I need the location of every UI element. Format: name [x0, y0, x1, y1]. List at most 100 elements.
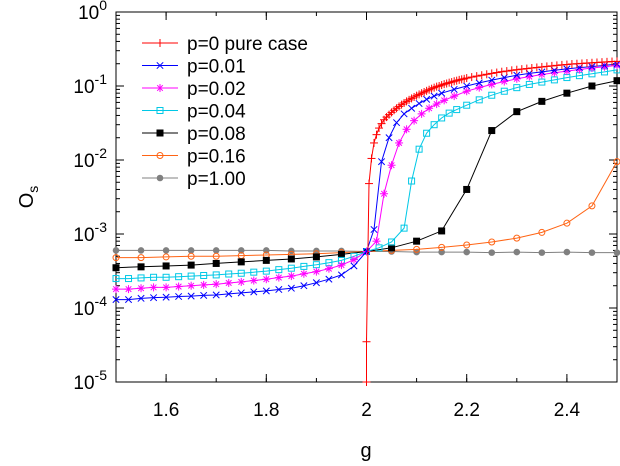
data-point [262, 275, 271, 284]
data-point [513, 108, 521, 116]
data-point [112, 254, 120, 262]
data-point [423, 129, 431, 137]
data-point [538, 97, 546, 105]
x-tick-label: 2.2 [453, 400, 479, 421]
data-point [588, 82, 596, 90]
data-point [538, 228, 546, 236]
data-point [225, 290, 233, 298]
marker-x-b [475, 79, 483, 87]
data-point [237, 277, 246, 286]
y-tick-label-base: 10 [73, 373, 94, 394]
marker-square [423, 129, 431, 137]
data-point [287, 272, 296, 281]
marker-circle [463, 241, 471, 249]
data-point [112, 247, 120, 254]
data-point [475, 96, 483, 104]
data-point [162, 293, 170, 301]
marker-x-b [362, 247, 371, 256]
marker-square [175, 273, 183, 281]
legend-label: p=0.01 [187, 57, 246, 78]
marker-circle [112, 247, 120, 254]
x-tick-label: 1.8 [253, 400, 279, 421]
marker-square [287, 255, 295, 263]
data-point [527, 64, 536, 73]
data-point [517, 65, 526, 74]
data-point [112, 296, 120, 304]
legend-label: p=0.02 [187, 79, 246, 100]
data-point [187, 247, 195, 254]
marker-x-b [312, 279, 320, 287]
data-point [137, 263, 145, 271]
marker-ast-b [288, 272, 295, 280]
marker-square [438, 114, 446, 122]
data-point [162, 262, 170, 270]
data-point [156, 61, 164, 70]
data-point [438, 248, 445, 256]
legend-item: p=1.00 [142, 169, 246, 190]
marker-x-b [200, 291, 208, 299]
data-point [463, 241, 471, 249]
y-axis-label-subscript: s [25, 186, 41, 193]
data-point [200, 291, 208, 299]
marker-x-b [287, 284, 295, 292]
data-point [547, 61, 556, 70]
series-line [116, 69, 618, 280]
y-tick-label-base: 10 [73, 77, 94, 98]
marker-ast-b [250, 277, 257, 284]
marker-ast-b [238, 278, 245, 286]
marker-square [475, 96, 483, 104]
marker-square [262, 267, 270, 275]
marker-ast-b [425, 105, 433, 112]
data-point [162, 253, 170, 261]
data-point [199, 280, 208, 289]
data-point [513, 84, 521, 92]
marker-square [156, 129, 164, 137]
data-point [507, 66, 516, 75]
data-point [462, 87, 471, 96]
marker-square [513, 108, 521, 116]
marker-x-b [337, 271, 346, 279]
marker-x-b [423, 95, 431, 103]
marker-ast-b [350, 256, 358, 263]
data-point [175, 292, 183, 301]
data-point [463, 101, 471, 109]
marker-circle [613, 249, 620, 256]
marker-x-b [500, 74, 508, 82]
data-point [300, 282, 308, 290]
marker-x-b [438, 89, 446, 97]
data-point [393, 119, 401, 127]
marker-circle [162, 253, 170, 261]
marker-x-b [137, 294, 145, 302]
marker-square [513, 84, 521, 92]
marker-x-b [538, 68, 546, 76]
marker-square [187, 261, 195, 269]
data-point [502, 67, 511, 76]
marker-ast-b [263, 276, 270, 283]
legend-item: p=0.08 [142, 124, 246, 145]
data-point [538, 249, 546, 256]
marker-square [375, 244, 383, 252]
marker-square [500, 87, 508, 95]
series-layer [112, 57, 620, 386]
marker-circle [488, 249, 496, 256]
data-point [563, 65, 571, 73]
data-point [525, 80, 533, 88]
data-point [463, 82, 471, 90]
marker-square [538, 78, 546, 86]
data-point [492, 68, 501, 77]
data-point [337, 261, 346, 270]
data-point [440, 96, 449, 105]
y-tick-label-exponent: -3 [95, 219, 108, 235]
marker-square [463, 185, 471, 193]
marker-circle [137, 247, 145, 254]
marker-square [337, 250, 345, 258]
legend-item: p=0 pure case [142, 34, 308, 55]
data-point [156, 84, 164, 92]
legend-item: p=0.04 [142, 102, 246, 123]
data-point [337, 271, 346, 279]
data-point [538, 78, 546, 86]
marker-square [150, 273, 158, 281]
data-point [275, 285, 283, 294]
marker-square [588, 82, 596, 90]
marker-x-b [124, 296, 133, 304]
